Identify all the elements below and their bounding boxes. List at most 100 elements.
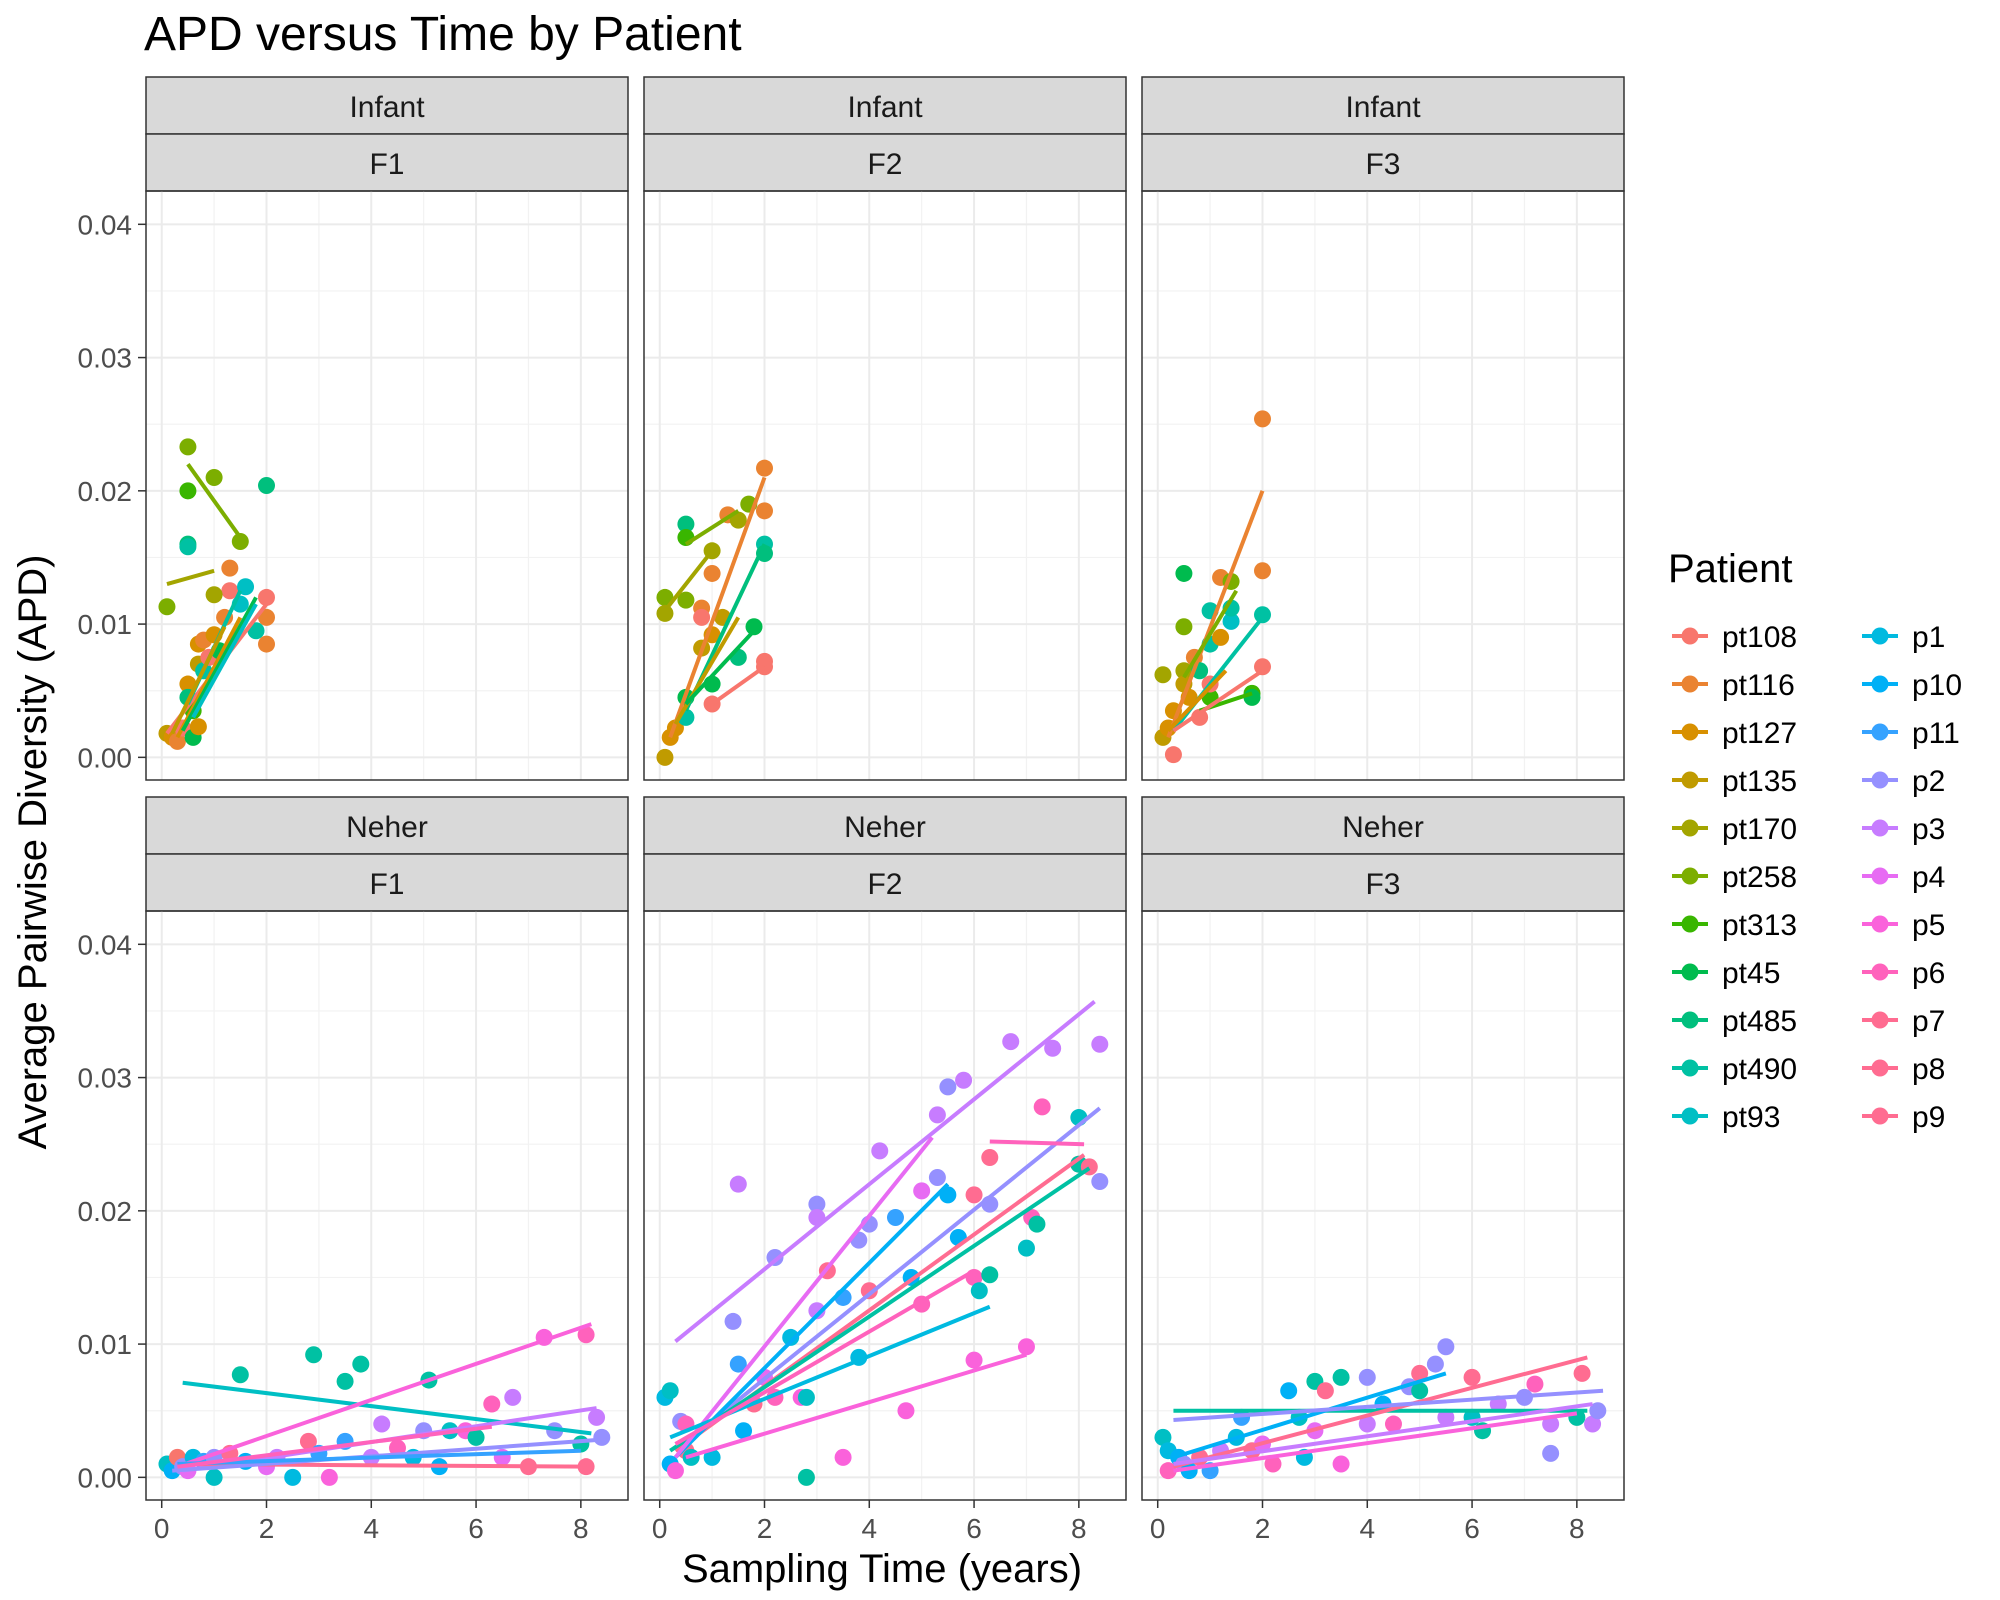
strip-col-label: F2 (867, 868, 902, 901)
y-tick-label: 0.02 (78, 476, 133, 507)
legend-label: pt170 (1722, 813, 1797, 846)
facet-panel-neher-f3: Neher F3 0 2 4 6 8 (1141, 796, 1625, 1544)
data-point (745, 618, 763, 636)
trend-line (1172, 1355, 1588, 1469)
strip-row (145, 796, 629, 855)
legend-label: p4 (1912, 861, 1945, 894)
data-point (1358, 1368, 1376, 1386)
data-point (928, 1106, 946, 1124)
trend-line (1166, 669, 1228, 733)
data-point (1154, 666, 1172, 684)
data-point (205, 586, 223, 604)
legend-item: p3 (1862, 813, 1945, 846)
trend-line (674, 1000, 1096, 1343)
panel-border (1141, 910, 1625, 1501)
legend-key-point (1871, 1107, 1889, 1125)
legend-title: Patient (1668, 547, 1793, 591)
data-point (808, 1302, 826, 1320)
data-point (1526, 1375, 1544, 1393)
trend-line (674, 1182, 950, 1459)
data-point (504, 1388, 522, 1406)
facet-panel-infant-f1: Infant F1 0.00 0.01 0.02 0.03 0.04 (78, 76, 629, 781)
data-point (258, 635, 275, 653)
legend-item: p6 (1862, 957, 1945, 990)
y-tick-label: 0.04 (78, 209, 133, 240)
legend-label: pt485 (1722, 1005, 1797, 1038)
data-point (1254, 410, 1271, 428)
legend-key-point (1681, 915, 1699, 933)
data-point (1254, 562, 1271, 580)
chart-title: APD versus Time by Patient (144, 8, 742, 61)
legend-key-point (1871, 723, 1889, 741)
strip-col-label: F2 (867, 148, 902, 181)
y-tick-label: 0.04 (78, 929, 133, 960)
legend-key-point (1871, 819, 1889, 837)
strip-col (145, 853, 629, 912)
data-point (1358, 1415, 1376, 1433)
facet-panel-neher-f1: Neher F1 0.00 0.01 0.02 0.03 0.04 0 2 4 6 8 (78, 796, 629, 1544)
data-point (965, 1186, 983, 1204)
data-point (1264, 1455, 1282, 1473)
x-tick-label: 0 (1150, 1513, 1166, 1544)
data-point (1573, 1364, 1591, 1382)
panel-border (1141, 190, 1625, 781)
strip-row-label: Neher (844, 811, 926, 844)
trend-line (176, 1322, 592, 1469)
legend-item: p2 (1862, 765, 1945, 798)
data-point (179, 482, 197, 500)
strip-col (643, 853, 1127, 912)
data-point (939, 1078, 957, 1096)
legend-item: pt258 (1672, 861, 1797, 894)
data-point (1437, 1408, 1455, 1426)
data-point (588, 1408, 606, 1426)
trend-line (1173, 1402, 1593, 1467)
data-point (1280, 1382, 1298, 1400)
strip-row-label: Neher (1342, 811, 1424, 844)
data-point (729, 1355, 747, 1373)
data-point (1017, 1338, 1035, 1356)
y-tick-label: 0.03 (78, 1063, 133, 1094)
x-tick-label: 0 (652, 1513, 668, 1544)
strip-row (1141, 796, 1625, 855)
data-point (808, 1195, 826, 1213)
data-point (373, 1415, 391, 1433)
x-tick-label: 6 (468, 1513, 484, 1544)
trend-line (166, 568, 215, 587)
data-point (1028, 1215, 1046, 1233)
data-point (666, 1462, 684, 1480)
data-point (1154, 1428, 1172, 1446)
x-tick-label: 8 (573, 1513, 589, 1544)
data-point (656, 604, 674, 622)
legend-label: p5 (1912, 909, 1945, 942)
y-tick-label: 0.00 (78, 742, 133, 773)
data-point (970, 1282, 988, 1300)
data-point (1175, 618, 1193, 636)
panel-border (145, 190, 629, 781)
trend-line (186, 463, 242, 539)
legend-label: pt490 (1722, 1053, 1797, 1086)
strip-col (145, 133, 629, 192)
legend-key-point (1871, 867, 1889, 885)
x-tick-label: 0 (154, 1513, 170, 1544)
data-point (1002, 1033, 1020, 1051)
data-point (1175, 564, 1193, 582)
data-point (320, 1468, 338, 1486)
legend-item: p7 (1862, 1005, 1945, 1038)
legend-label: pt135 (1722, 765, 1797, 798)
trend-line (1172, 669, 1264, 733)
strip-row-label: Neher (346, 811, 428, 844)
legend-item: p5 (1862, 909, 1945, 942)
trend-line (1166, 490, 1265, 739)
trend-line (669, 1166, 1091, 1453)
data-point (656, 748, 674, 766)
trend-line (673, 616, 741, 726)
trend-line (668, 476, 767, 739)
data-point (1542, 1444, 1560, 1462)
trend-line (989, 1139, 1085, 1147)
legend-key-point (1681, 675, 1699, 693)
panel-border (643, 910, 1127, 1501)
legend-key-point (1871, 963, 1889, 981)
data-point (693, 608, 711, 626)
data-point (729, 1175, 747, 1193)
strip-col (1141, 853, 1625, 912)
